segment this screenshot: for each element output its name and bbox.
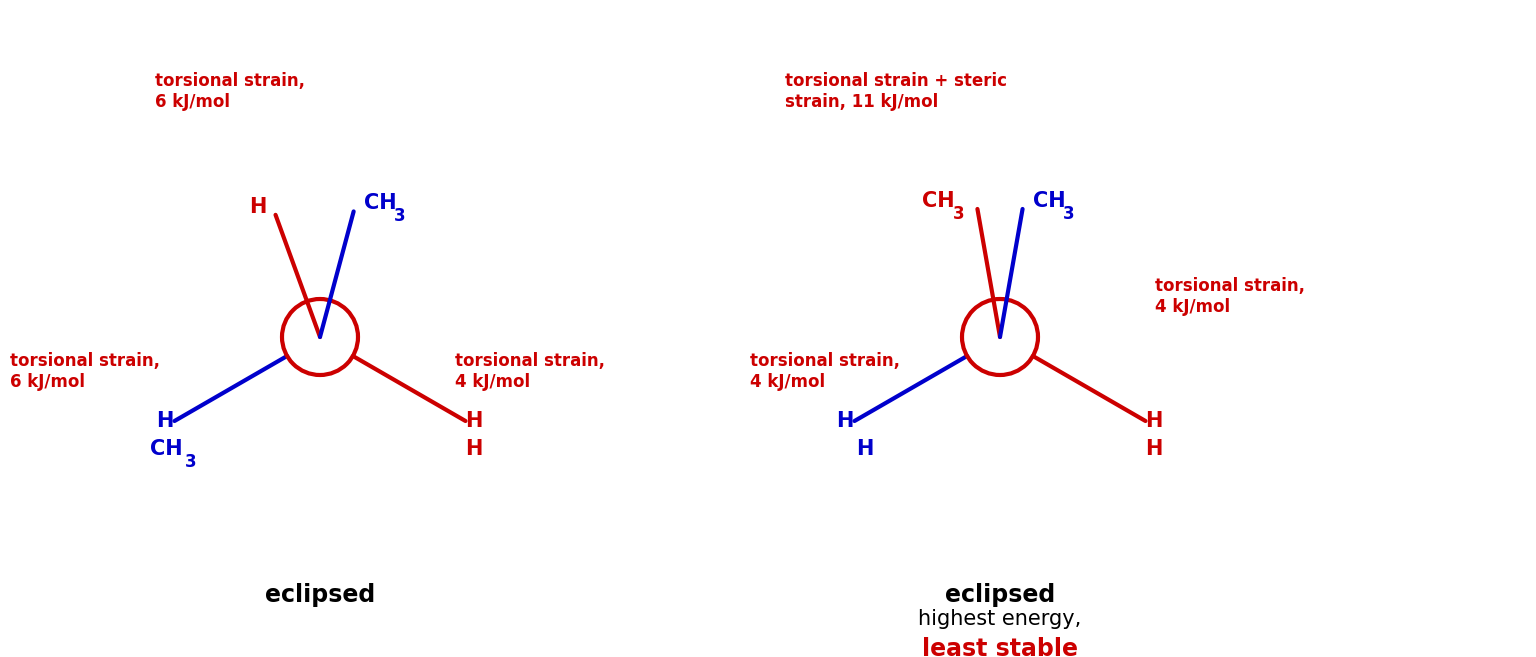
Text: H: H [836,411,852,431]
Text: eclipsed: eclipsed [945,583,1055,607]
Text: H: H [155,411,174,431]
Text: 3: 3 [1063,205,1074,223]
Text: 3: 3 [393,208,406,225]
Text: CH: CH [1032,191,1064,211]
Text: H: H [856,439,872,459]
Text: torsional strain,
4 kJ/mol: torsional strain, 4 kJ/mol [750,352,900,391]
Text: 3: 3 [952,205,965,223]
Text: torsional strain,
4 kJ/mol: torsional strain, 4 kJ/mol [1155,277,1306,316]
Text: H: H [249,197,266,217]
Text: CH: CH [364,193,396,214]
Text: torsional strain,
6 kJ/mol: torsional strain, 6 kJ/mol [155,72,306,111]
Text: torsional strain,
4 kJ/mol: torsional strain, 4 kJ/mol [455,352,605,391]
Text: torsional strain,
6 kJ/mol: torsional strain, 6 kJ/mol [11,352,160,391]
Text: CH: CH [151,439,183,459]
Text: H: H [465,439,482,459]
Text: 3: 3 [184,453,197,471]
Text: CH: CH [923,191,955,211]
Text: eclipsed: eclipsed [264,583,375,607]
Text: H: H [1144,439,1163,459]
Text: highest energy,: highest energy, [919,609,1081,629]
Text: H: H [1144,411,1163,431]
Text: H: H [465,411,482,431]
Text: torsional strain + steric
strain, 11 kJ/mol: torsional strain + steric strain, 11 kJ/… [785,72,1008,111]
Text: least stable: least stable [922,637,1078,657]
